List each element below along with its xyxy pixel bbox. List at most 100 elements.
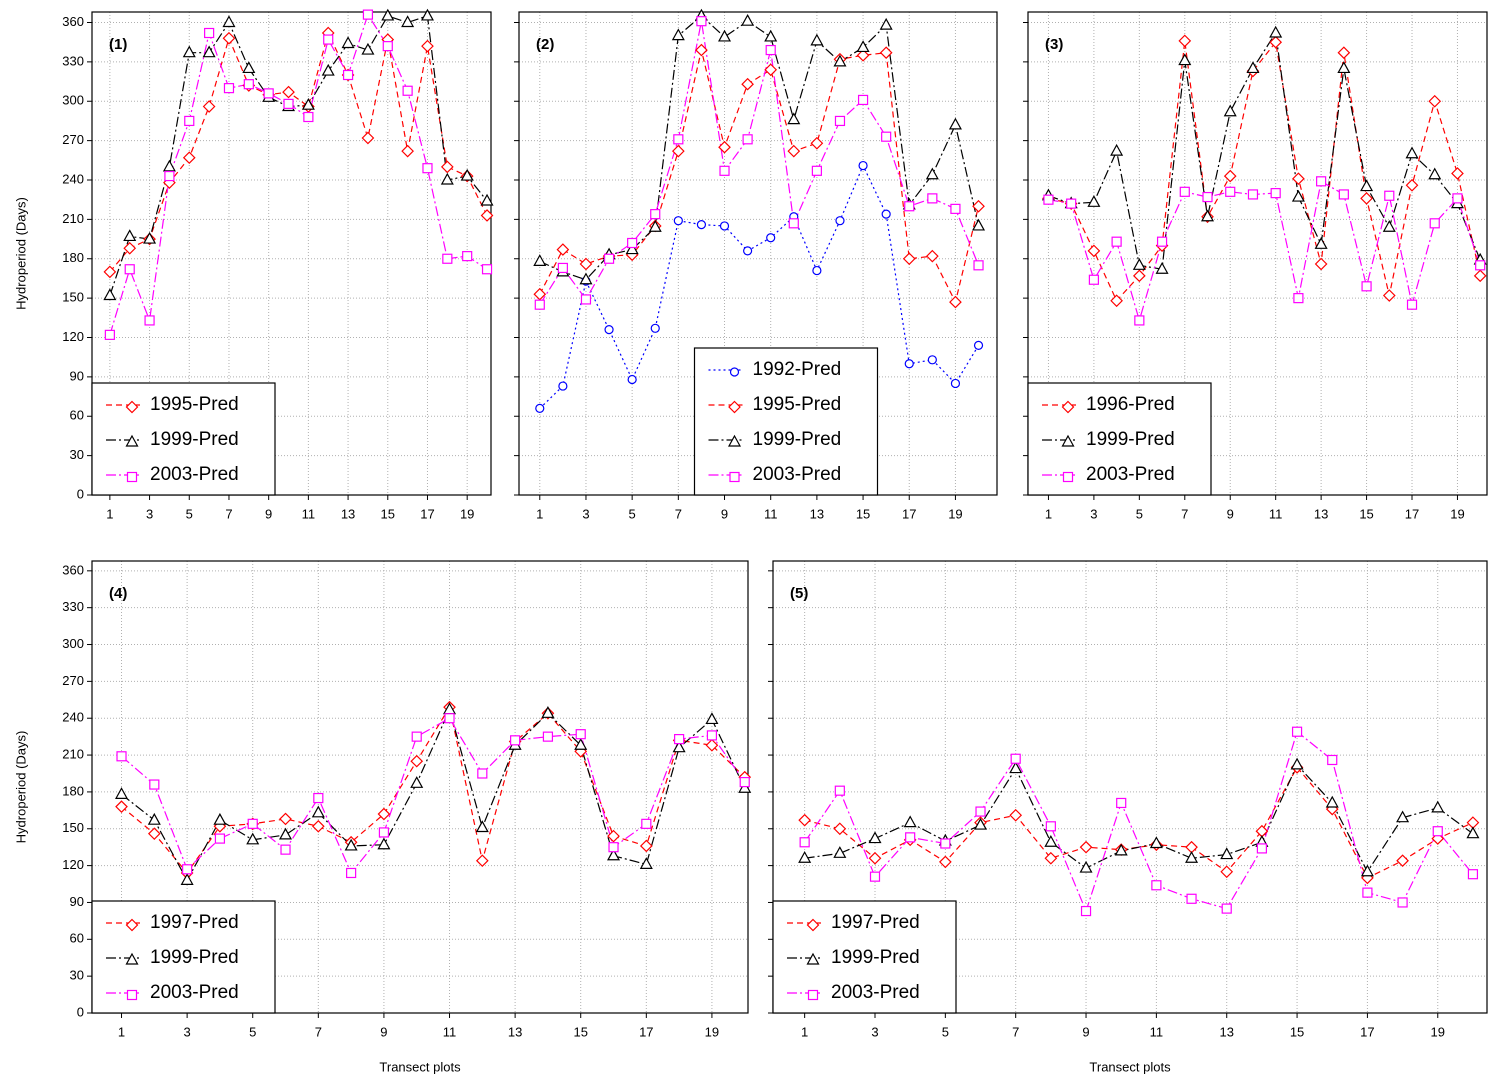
marker [799, 837, 810, 848]
marker [650, 323, 660, 333]
y-tick-label: 180 [62, 783, 84, 798]
panel-label: (2) [536, 36, 554, 53]
marker [807, 989, 819, 1001]
marker [475, 854, 489, 868]
marker [125, 400, 139, 414]
x-tick-label: 13 [1314, 506, 1328, 521]
marker [925, 167, 939, 180]
marker [115, 787, 129, 799]
marker [858, 160, 868, 171]
marker [603, 253, 615, 264]
marker [1338, 189, 1349, 200]
panel-label: (4) [109, 585, 127, 602]
marker [1087, 195, 1101, 207]
marker [1293, 293, 1304, 304]
x-tick-label: 17 [1405, 506, 1419, 521]
marker [126, 989, 138, 1001]
y-tick-label: 30 [70, 447, 84, 462]
marker [1185, 850, 1199, 863]
x-tick-label: 7 [225, 506, 232, 521]
marker [1132, 258, 1146, 270]
marker [729, 367, 740, 377]
marker [1114, 843, 1128, 856]
marker [1406, 299, 1418, 310]
marker [557, 262, 568, 274]
x-tick-label: 5 [942, 1024, 949, 1039]
marker [706, 730, 718, 741]
marker [833, 822, 847, 836]
x-tick-label: 9 [265, 506, 272, 521]
marker [674, 733, 685, 745]
x-tick-label: 11 [1269, 506, 1283, 521]
marker [1061, 400, 1075, 414]
marker [856, 48, 870, 62]
marker [243, 79, 254, 90]
marker [948, 117, 962, 130]
marker [303, 111, 314, 123]
x-tick-label: 15 [1290, 1024, 1304, 1039]
legend-label: 1995-Pred [150, 394, 239, 415]
marker [1151, 880, 1162, 891]
marker [902, 252, 916, 266]
x-tick-label: 11 [764, 506, 778, 521]
legend-box [1027, 382, 1212, 496]
marker [1362, 887, 1373, 898]
marker [1475, 260, 1486, 271]
marker [1429, 218, 1440, 229]
marker [182, 864, 193, 875]
x-tick-label: 1 [536, 506, 543, 521]
y-tick-label: 360 [62, 14, 84, 29]
marker [164, 170, 175, 182]
marker [881, 131, 892, 142]
x-tick-label: 19 [948, 506, 962, 521]
marker [1110, 294, 1123, 308]
x-tick-label: 1 [801, 1024, 808, 1039]
marker [422, 163, 433, 174]
x-tick-label: 1 [106, 506, 113, 521]
marker [869, 871, 881, 882]
marker [1269, 25, 1283, 38]
marker [182, 151, 196, 165]
marker [149, 779, 160, 790]
plot-frame [1027, 11, 1488, 496]
legend-box [91, 382, 276, 496]
marker [927, 193, 938, 204]
marker [462, 251, 473, 262]
marker [1080, 905, 1092, 917]
marker [535, 403, 545, 413]
x-tick-label: 17 [1360, 1024, 1374, 1039]
marker [1221, 903, 1232, 914]
x-tick-label: 15 [573, 1024, 587, 1039]
marker [1134, 315, 1145, 326]
marker [180, 873, 194, 885]
plot-frame [772, 560, 1488, 1014]
y-tick-label: 150 [62, 290, 84, 305]
marker [1202, 191, 1213, 203]
y-tick-label: 90 [70, 894, 84, 909]
marker [481, 264, 493, 275]
x-axis-label: Transect plots [379, 1059, 461, 1074]
marker [510, 735, 521, 746]
marker [1149, 836, 1163, 849]
marker [879, 46, 893, 60]
legend-label: 2003-Pred [1086, 464, 1175, 485]
y-tick-label: 0 [77, 1004, 84, 1019]
x-tick-label: 1 [118, 1024, 125, 1039]
marker [1223, 169, 1237, 183]
marker [729, 471, 740, 483]
marker [361, 131, 375, 145]
marker [574, 737, 588, 750]
marker [202, 45, 216, 58]
marker [125, 918, 139, 932]
marker [868, 831, 882, 844]
marker [672, 740, 686, 753]
y-tick-label: 180 [62, 250, 84, 265]
marker [719, 221, 730, 231]
marker [410, 776, 424, 788]
marker [1360, 864, 1374, 877]
y-tick-label: 120 [62, 857, 84, 872]
marker [1360, 192, 1373, 205]
x-tick-label: 9 [380, 1024, 387, 1039]
x-tick-label: 11 [443, 1024, 457, 1039]
x-tick-label: 19 [1431, 1024, 1445, 1039]
